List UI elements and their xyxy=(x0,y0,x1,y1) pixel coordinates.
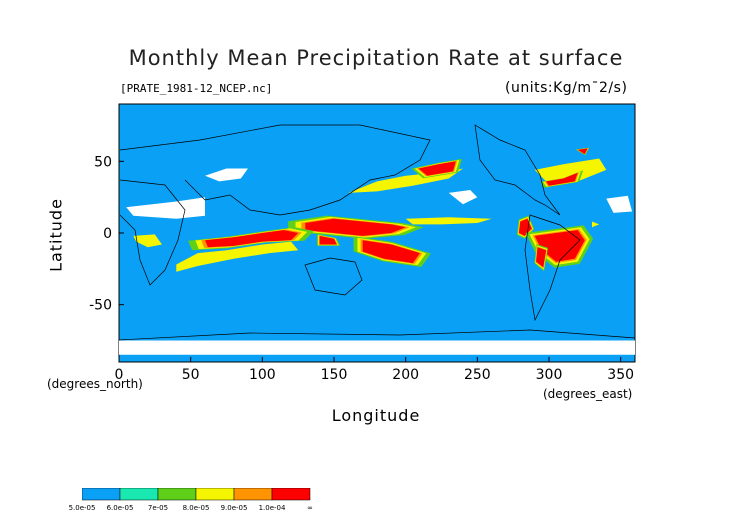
coastlines xyxy=(118,124,636,341)
x-axis-label: Longitude xyxy=(331,406,421,425)
precipitation-bands xyxy=(133,147,607,272)
colorbar-swatch xyxy=(233,488,273,501)
coastline-antarctica xyxy=(118,329,636,341)
x-tick-label: 100 xyxy=(249,367,276,383)
precip-region-level-5 xyxy=(546,172,578,186)
dry-land-region xyxy=(126,197,205,219)
dry-land-region xyxy=(448,190,478,205)
colorbar-label: 9.0e-05 xyxy=(220,504,248,512)
colorbar-swatch xyxy=(157,488,197,501)
colorbar-label: 8.0e-05 xyxy=(182,504,210,512)
colorbar-label: 1.0e-04 xyxy=(258,504,286,512)
precip-region-level-3 xyxy=(176,241,299,272)
y-axis-ticks: 50 0 -50 xyxy=(89,154,124,314)
x-tick-label: 50 xyxy=(182,367,200,383)
x-tick-label: 0 xyxy=(115,367,124,383)
coastline-eurasia xyxy=(119,124,431,216)
y-axis-units: (degrees_north) xyxy=(47,377,143,391)
colorbar-swatch xyxy=(119,488,159,501)
y-tick-label: -50 xyxy=(89,298,112,314)
colorbar-swatch xyxy=(82,488,121,501)
x-tick-label: 300 xyxy=(536,367,563,383)
precip-region-level-3 xyxy=(534,158,607,185)
y-tick-label: 0 xyxy=(103,226,112,242)
colorbar-swatch xyxy=(195,488,235,501)
coastline-south-america xyxy=(524,214,581,322)
x-axis-ticks: 0 50 100 150 200 250 300 350 xyxy=(115,357,634,383)
precip-region-level-5 xyxy=(319,235,337,245)
y-axis-label: Latitude xyxy=(46,198,66,272)
precip-region-level-5 xyxy=(418,161,456,176)
x-tick-label: 200 xyxy=(392,367,419,383)
precip-region-level-3 xyxy=(592,221,600,228)
x-tick-label: 150 xyxy=(321,367,348,383)
x-axis-units: (degrees_east) xyxy=(543,387,633,401)
precip-region-level-5 xyxy=(534,230,585,262)
chart-title: Monthly Mean Precipitation Rate at surfa… xyxy=(128,46,624,70)
precip-region-level-3 xyxy=(405,217,492,225)
dry-land-areas xyxy=(119,168,635,355)
file-label: [PRATE_1981-12_NCEP.nc] xyxy=(120,82,273,95)
dry-land-region xyxy=(119,340,635,355)
precip-region-level-5 xyxy=(205,230,299,248)
colorbar-label: 5.0e-05 xyxy=(68,504,96,512)
y-tick-label: 50 xyxy=(94,154,112,170)
precip-region-level-3 xyxy=(133,234,162,248)
precip-region-level-5 xyxy=(577,148,588,155)
precip-region-level-5 xyxy=(362,240,420,264)
precip-region-level-5 xyxy=(536,247,547,268)
colorbar-label: 7e-05 xyxy=(147,504,169,512)
dry-land-region xyxy=(205,168,248,182)
x-tick-label: 250 xyxy=(464,367,491,383)
units-label: (units:Kg/m¯2/s) xyxy=(505,80,628,96)
colorbar-swatch xyxy=(271,488,311,501)
x-tick-label: 350 xyxy=(607,367,634,383)
coastline-north-america xyxy=(474,124,561,216)
colorbar-label: 6.0e-05 xyxy=(106,504,134,512)
coastline-africa xyxy=(119,179,186,286)
precip-region-level-5 xyxy=(305,218,406,236)
coastline-australia xyxy=(304,257,363,296)
dry-land-region xyxy=(606,195,633,213)
colorbar-label: ∞ xyxy=(307,504,313,512)
colorbar xyxy=(82,488,311,501)
